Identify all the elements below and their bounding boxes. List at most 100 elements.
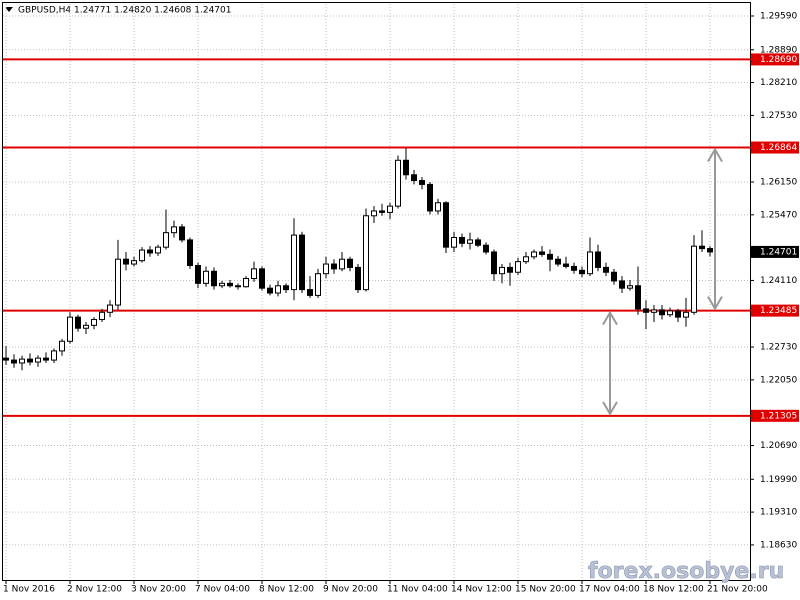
candle-body [163,232,169,248]
candle-body [555,258,561,265]
candle-body [19,358,25,364]
candle-body [507,266,513,273]
candle-body [291,234,297,291]
candle-body [139,249,145,262]
candle-body [683,311,689,318]
level-label: 1.23485 [760,306,797,316]
symbol-menu-icon [5,7,13,12]
price-label: 1.24701 [760,247,797,257]
candle-body [315,273,321,296]
candle-body [427,183,433,212]
candle-body [179,226,185,241]
level-label: 1.21305 [760,411,797,421]
x-tick-label: 14 Nov 12:00 [451,585,512,595]
x-tick-label: 21 Nov 20:00 [707,585,768,595]
candle-body [203,270,209,284]
candle-body [323,263,329,275]
x-tick-label: 8 Nov 12:00 [259,585,314,595]
candle-body [27,358,33,363]
candle-body [155,246,161,254]
candle-body [3,357,9,361]
candle-body [235,285,241,288]
candle-body [11,359,17,364]
level-label-box [751,409,799,422]
candle-body [635,285,641,310]
candle-body [443,202,449,248]
x-tick-label: 15 Nov 20:00 [515,585,576,595]
candle-body [347,258,353,268]
x-tick-label: 17 Nov 04:00 [579,585,640,595]
y-tick-label: 1.22730 [760,343,797,353]
candle-body [523,256,529,263]
candle-body [187,239,193,266]
candle-body [515,261,521,273]
candle-body [659,309,665,316]
candle-body [587,251,593,275]
level-label-box [751,304,799,317]
candle-body [475,239,481,246]
candle-body [491,251,497,275]
candle-body [51,350,57,361]
candle-body [451,236,457,248]
level-label-box [751,141,799,154]
candle-body [595,251,601,268]
candle-body [355,266,361,291]
arrow-head [707,296,723,311]
candle-body [395,159,401,207]
candle-body [331,263,337,270]
candle-body [411,174,417,182]
x-tick-label: 9 Nov 20:00 [323,585,378,595]
y-tick-label: 1.27530 [760,111,797,121]
level-label-box [751,53,799,66]
plot-border [2,2,751,581]
candle-body [499,266,505,275]
candle-body [99,311,105,321]
candle-body [107,304,113,313]
x-tick-label: 3 Nov 20:00 [131,585,186,595]
y-tick-label: 1.26150 [760,177,797,187]
arrow-head [707,147,723,163]
candle-body [571,265,577,271]
candle-body [619,280,625,289]
candle-body [195,264,201,284]
candle-body [435,202,441,212]
x-tick-label: 18 Nov 12:00 [643,585,704,595]
x-tick-label: 11 Nov 04:00 [387,585,448,595]
candle-body [275,285,281,294]
candle-body [371,210,377,217]
y-tick-label: 1.28890 [760,45,797,55]
candle-body [675,310,681,318]
candle-body [339,258,345,270]
candle-body [643,308,649,313]
y-tick-label: 1.19310 [760,508,797,518]
y-tick-label: 1.19990 [760,475,797,485]
candle-body [131,260,137,265]
y-tick-label: 1.25470 [760,210,797,220]
candle-body [67,316,73,342]
x-tick-label: 7 Nov 04:00 [195,585,250,595]
candle-body [115,258,121,306]
candle-body [219,282,225,287]
level-label: 1.28690 [760,55,797,65]
arrow-head [602,310,618,326]
y-tick-label: 1.22050 [760,375,797,385]
y-tick-label: 1.24110 [760,276,797,286]
candle-body [603,266,609,273]
candle-body [483,244,489,253]
y-tick-label: 1.29590 [760,11,797,21]
candle-body [267,287,273,294]
candle-body [627,285,633,289]
watermark: forex.osobye.ru [588,559,784,584]
candle-body [379,210,385,213]
x-tick-label: 1 Nov 2016 [3,585,55,595]
candle-body [283,285,289,291]
candle-body [707,248,713,253]
candle-body [467,239,473,244]
candle-body [123,258,129,265]
candle-body [387,205,393,213]
candle-body [691,245,697,313]
arrow-head [602,401,618,416]
candle-body [147,249,153,254]
y-tick-label: 1.18630 [760,540,797,550]
